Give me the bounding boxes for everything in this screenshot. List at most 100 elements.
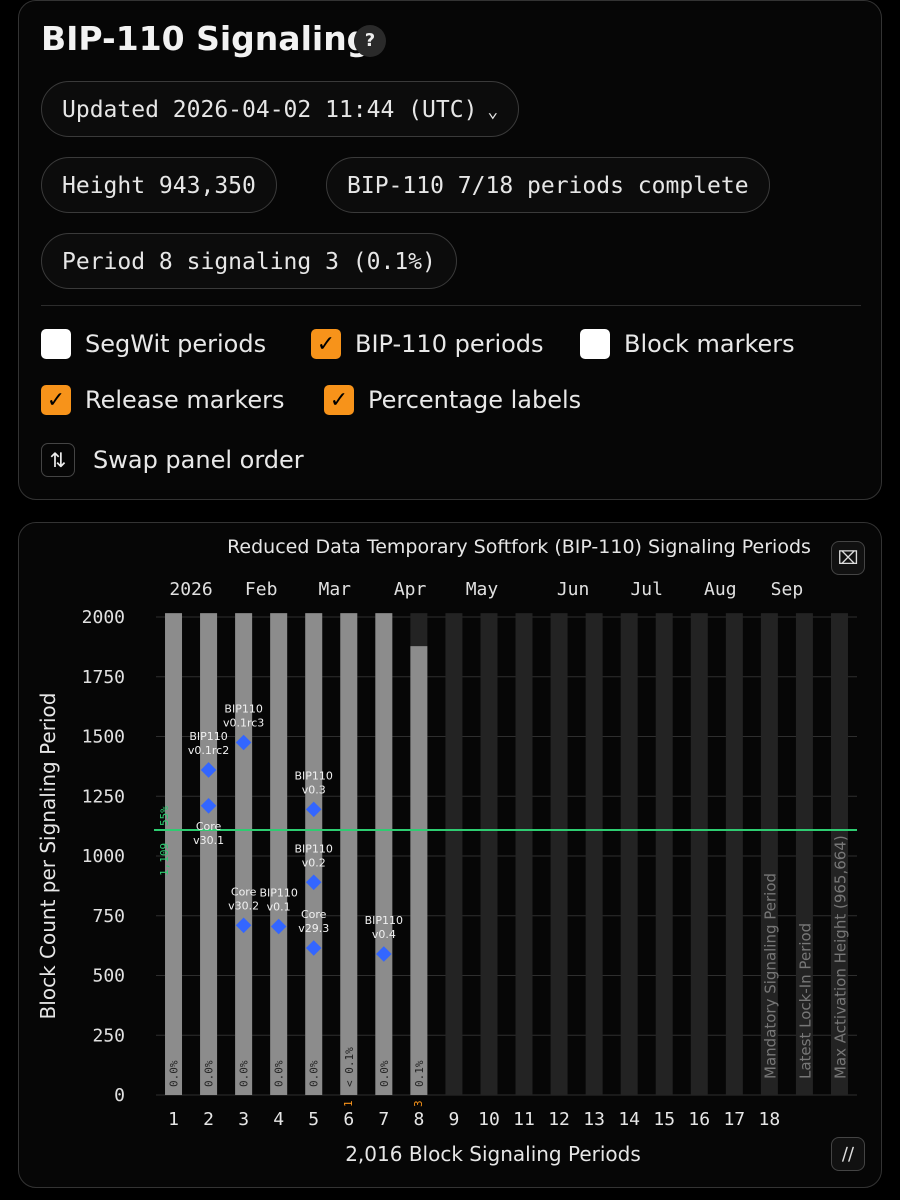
release-marker xyxy=(235,734,252,751)
month-label: May xyxy=(466,579,499,600)
threshold-pct-label: 55% xyxy=(158,806,171,826)
x-tick-label: 7 xyxy=(378,1109,389,1130)
bar xyxy=(410,646,428,1095)
bip110-periods-checkbox[interactable]: ✓ BIP-110 periods xyxy=(311,327,544,361)
release-markers-checkbox[interactable]: ✓ Release markers xyxy=(41,383,285,417)
block-markers-checkbox[interactable]: Block markers xyxy=(580,327,795,361)
bar-slot xyxy=(550,613,568,1095)
bar-slot xyxy=(725,613,743,1095)
release-marker-label: BIP110 xyxy=(295,769,333,782)
segwit-periods-checkbox[interactable]: SegWit periods xyxy=(41,327,266,361)
bar-slot xyxy=(655,613,673,1095)
percentage-label: 0.0% xyxy=(238,1060,251,1087)
x-tick-label: 11 xyxy=(513,1109,535,1130)
checkmark-icon: ✓ xyxy=(311,329,341,359)
chart-title: Reduced Data Temporary Softfork (BIP-110… xyxy=(227,536,811,558)
x-tick-label: 8 xyxy=(413,1109,424,1130)
release-marker-label: BIP110 xyxy=(224,702,262,715)
bar xyxy=(270,613,288,1095)
checkbox-label: BIP-110 periods xyxy=(355,330,544,358)
month-label: Jul xyxy=(630,579,663,600)
release-marker-label: v0.1rc2 xyxy=(188,744,229,757)
release-marker xyxy=(200,798,217,814)
x-tick-label: 15 xyxy=(653,1109,675,1130)
chart-panel: Reduced Data Temporary Softfork (BIP-110… xyxy=(18,522,882,1188)
period-badge: Period 8 signaling 3 (0.1%) xyxy=(41,233,457,289)
x-tick-label: 14 xyxy=(618,1109,640,1130)
percentage-label: 0.0% xyxy=(203,1060,216,1087)
swap-arrows-icon: ⇅ xyxy=(41,443,75,477)
resize-handle-icon[interactable]: ∕∕ xyxy=(831,1137,865,1171)
help-icon[interactable]: ? xyxy=(354,25,386,57)
progress-badge: BIP-110 7/18 periods complete xyxy=(326,157,770,213)
chevron-down-icon: ⌄ xyxy=(487,101,499,122)
updated-dropdown[interactable]: Updated 2026-04-02 11:44 (UTC) ⌄ xyxy=(41,81,520,137)
bar-slot xyxy=(515,613,533,1095)
threshold-value-label: 1,109 xyxy=(158,843,171,876)
release-marker-label: v30.1 xyxy=(193,834,224,847)
checkbox-label: Block markers xyxy=(624,330,795,358)
signal-count-label: 3 xyxy=(412,1100,425,1107)
x-tick-label: 9 xyxy=(449,1109,460,1130)
divider xyxy=(41,305,861,306)
bar xyxy=(340,613,358,1095)
x-tick-label: 6 xyxy=(343,1109,354,1130)
checkmark-icon: ✓ xyxy=(324,385,354,415)
bar xyxy=(200,613,218,1095)
x-tick-label: 5 xyxy=(308,1109,319,1130)
y-axis-label: Block Count per Signaling Period xyxy=(36,693,60,1020)
month-label: Aug xyxy=(704,579,737,600)
bar-slot xyxy=(690,613,708,1095)
release-marker-label: BIP110 xyxy=(259,887,297,900)
checkbox-label: Release markers xyxy=(85,386,285,414)
release-marker-label: v30.2 xyxy=(228,899,259,912)
height-badge: Height 943,350 xyxy=(41,157,277,213)
percentage-labels-checkbox[interactable]: ✓ Percentage labels xyxy=(324,383,581,417)
bar-slot xyxy=(480,613,498,1095)
y-tick-label: 250 xyxy=(92,1025,125,1046)
y-tick-label: 1000 xyxy=(82,846,125,867)
release-marker-label: v0.1 xyxy=(267,901,291,914)
y-tick-label: 1500 xyxy=(82,727,125,748)
release-marker-label: v0.3 xyxy=(302,783,326,796)
period-annotation: Latest Lock-In Period xyxy=(796,923,814,1079)
release-marker-label: Core xyxy=(196,820,222,833)
y-tick-label: 1750 xyxy=(82,667,125,688)
swap-label: Swap panel order xyxy=(93,446,304,474)
release-marker xyxy=(235,917,252,934)
period-annotation: Max Activation Height (965,664) xyxy=(831,835,849,1079)
release-marker-label: BIP110 xyxy=(295,842,333,855)
bar xyxy=(165,613,183,1095)
x-tick-label: 17 xyxy=(723,1109,745,1130)
bar xyxy=(235,613,253,1095)
signaling-chart: Reduced Data Temporary Softfork (BIP-110… xyxy=(36,536,857,1166)
x-tick-label: 2 xyxy=(203,1109,214,1130)
month-label: Feb xyxy=(245,579,278,600)
release-marker-label: BIP110 xyxy=(189,730,227,743)
release-marker-label: v29.3 xyxy=(298,922,329,935)
checkbox-label: Percentage labels xyxy=(368,386,582,414)
month-label: Sep xyxy=(771,579,804,600)
x-tick-label: 18 xyxy=(759,1109,781,1130)
checkbox-label: SegWit periods xyxy=(85,330,267,358)
bar xyxy=(375,613,393,1095)
x-axis-label: 2,016 Block Signaling Periods xyxy=(345,1142,641,1166)
percentage-label: 0.0% xyxy=(308,1060,321,1087)
release-marker-label: Core xyxy=(231,885,257,898)
collapse-icon[interactable]: ⌧ xyxy=(831,541,865,575)
release-marker-label: v0.2 xyxy=(302,856,326,869)
percentage-label: 0.0% xyxy=(378,1060,391,1087)
bar-slot xyxy=(585,613,603,1095)
release-marker-label: Core xyxy=(301,908,327,921)
checkmark-icon: ✓ xyxy=(41,385,71,415)
month-label: Mar xyxy=(318,579,351,600)
month-label: Jun xyxy=(557,579,590,600)
release-marker xyxy=(305,874,322,891)
month-label: Apr xyxy=(394,579,427,600)
swap-panel-order-button[interactable]: ⇅ Swap panel order xyxy=(41,443,304,477)
release-marker-label: v0.4 xyxy=(372,928,396,941)
month-label: 2026 xyxy=(169,579,212,600)
y-tick-label: 750 xyxy=(92,906,125,927)
bar-slot xyxy=(445,613,463,1095)
x-tick-label: 16 xyxy=(688,1109,710,1130)
